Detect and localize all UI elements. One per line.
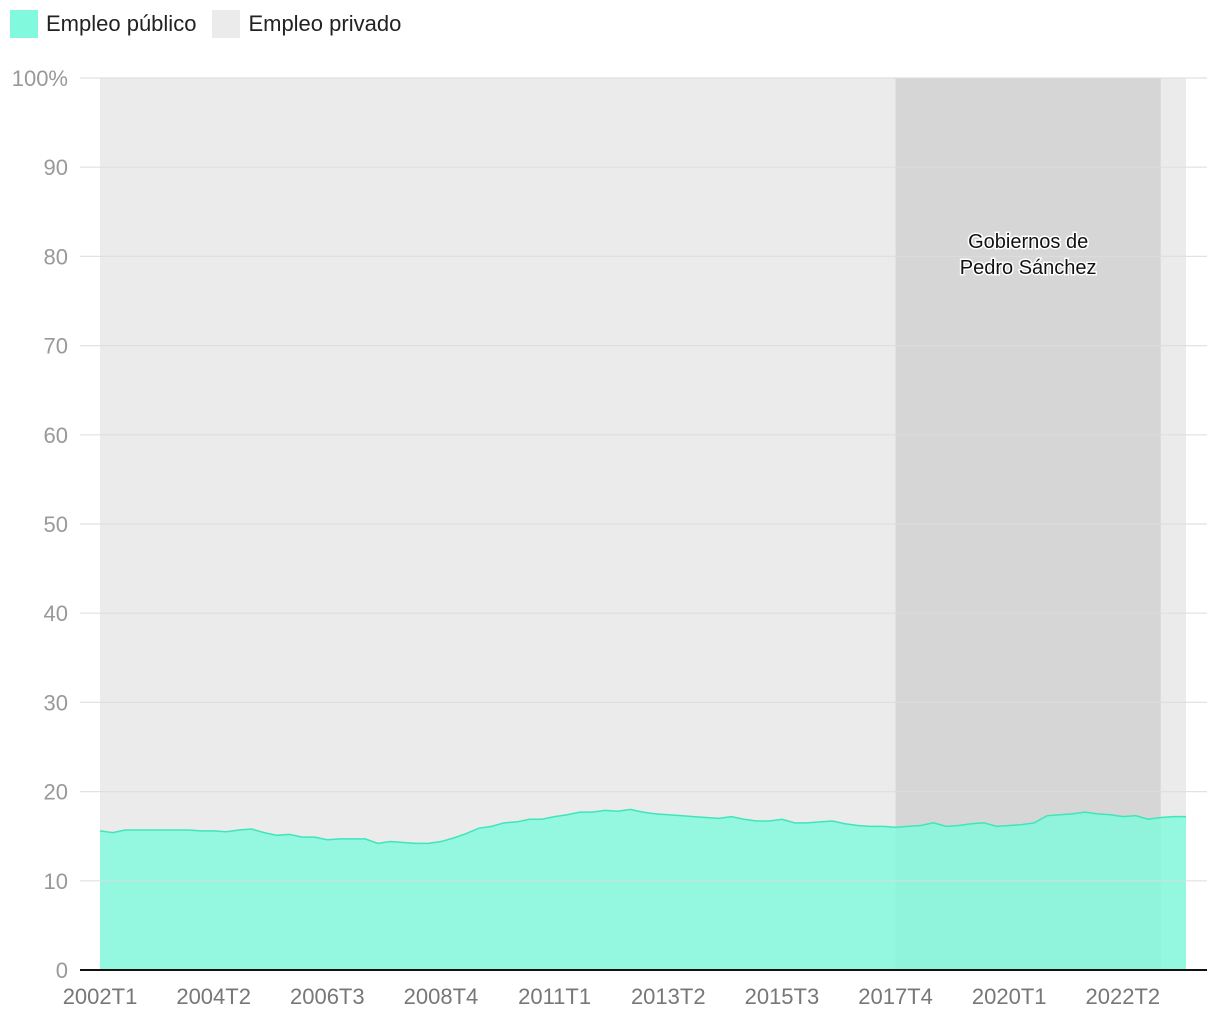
- legend-label-empleo-privado: Empleo privado: [248, 11, 402, 36]
- x-tick-label: 2004T2: [176, 984, 251, 1009]
- grid-layer: [80, 77, 1207, 882]
- x-tick-label: 2008T4: [404, 984, 479, 1009]
- y-tick-label: 100%: [12, 66, 68, 91]
- y-tick-label: 70: [44, 334, 68, 359]
- y-tick-label: 10: [44, 869, 68, 894]
- x-tick-label: 2020T1: [972, 984, 1047, 1009]
- annotation-text-layer: Gobiernos de Pedro Sánchez: [958, 230, 1098, 281]
- x-tick-label: 2015T3: [745, 984, 820, 1009]
- legend-item-empleo-publico[interactable]: Empleo público: [10, 10, 196, 38]
- axes-layer: 0 10 20 30 40 50 60 70 80 90 100% 2002T1 2004T2 2006T…: [12, 66, 1207, 1009]
- x-tick-label: 2022T2: [1086, 984, 1161, 1009]
- x-tick-label: 2017T4: [858, 984, 933, 1009]
- annotation-label: Pedro Sánchez: [960, 257, 1097, 279]
- x-tick-label: 2002T1: [63, 984, 138, 1009]
- y-tick-label: 40: [44, 601, 68, 626]
- x-tick-label: 2011T1: [518, 984, 591, 1009]
- legend-label-empleo-publico: Empleo público: [46, 11, 197, 36]
- area-empleo-publico: [100, 809, 1186, 970]
- legend: Empleo público Empleo privado: [10, 10, 417, 38]
- x-tick-label: 2013T2: [631, 984, 706, 1009]
- line-empleo-publico: [99, 808, 1186, 845]
- y-tick-label: 0: [56, 958, 68, 983]
- y-tick-label: 90: [44, 155, 68, 180]
- y-tick-label: 30: [44, 690, 68, 715]
- legend-swatch-empleo-privado: [212, 10, 241, 38]
- legend-item-empleo-privado[interactable]: Empleo privado: [212, 10, 401, 38]
- x-tick-label: 2006T3: [290, 984, 365, 1009]
- y-tick-label: 60: [44, 423, 68, 448]
- annotation-label: Gobiernos de: [968, 231, 1088, 253]
- legend-swatch-empleo-publico: [10, 10, 38, 38]
- y-tick-label: 50: [44, 512, 68, 537]
- public-area-layer: [99, 808, 1186, 970]
- y-tick-label: 80: [44, 244, 68, 269]
- y-tick-label: 20: [44, 780, 68, 805]
